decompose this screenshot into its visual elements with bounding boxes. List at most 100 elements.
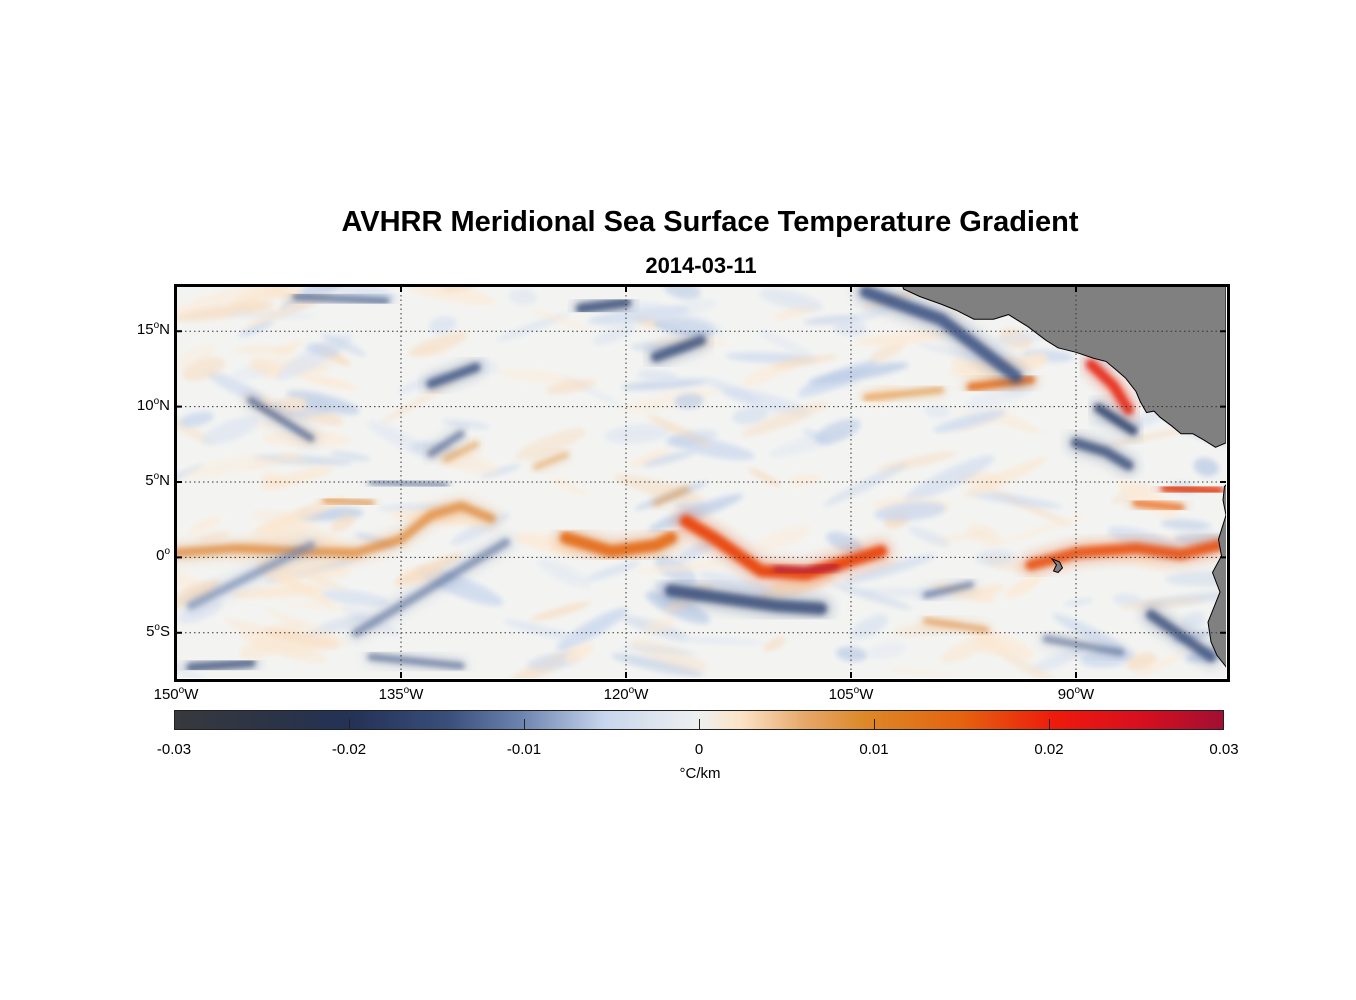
colorbar-tick-label: 0.01 — [859, 741, 889, 758]
texture-blob — [971, 583, 1005, 598]
texture-blob — [771, 354, 839, 369]
texture-blob — [286, 390, 360, 415]
texture-blob — [874, 501, 947, 522]
texture-blob — [636, 562, 724, 573]
colorbar-tick — [1049, 719, 1050, 729]
warm-front — [1086, 359, 1134, 415]
texture-blob — [238, 320, 274, 337]
texture-blob — [329, 451, 372, 461]
texture-blob — [497, 368, 580, 386]
texture-blob — [815, 418, 861, 444]
texture-blob — [276, 333, 353, 381]
texture-blob — [997, 513, 1090, 545]
texture-blob — [830, 583, 914, 610]
cold-front — [1042, 635, 1125, 656]
cold-front — [352, 538, 510, 637]
texture-blob — [610, 653, 704, 677]
texture-blob — [1004, 575, 1042, 599]
texture-blob — [1132, 653, 1184, 678]
longitude-label: 150oW — [153, 685, 199, 704]
cold-front — [367, 653, 465, 670]
texture-blob — [264, 523, 337, 544]
texture-blob — [537, 558, 591, 589]
texture-blob — [529, 601, 592, 621]
texture-blob — [698, 571, 773, 595]
texture-blob — [379, 380, 456, 425]
warm-front — [560, 531, 677, 558]
texture-blob — [664, 636, 766, 645]
cold-front — [247, 397, 315, 442]
colorbar-tick-label: 0 — [694, 741, 704, 758]
cold-front — [186, 658, 256, 672]
cold-front — [1071, 437, 1134, 471]
warm-front — [863, 387, 944, 401]
cold-front — [368, 479, 449, 488]
warm-front — [443, 441, 479, 463]
map-plot-area[interactable] — [176, 286, 1226, 678]
texture-blob — [176, 286, 265, 317]
texture-blob — [495, 312, 570, 342]
texture-blob — [788, 473, 821, 487]
texture-blob — [1160, 519, 1211, 531]
texture-blob — [393, 552, 463, 586]
map-subtitle-date: 2014-03-11 — [645, 253, 757, 278]
texture-blob — [428, 316, 457, 334]
texture-blob — [762, 636, 787, 652]
texture-blob — [868, 340, 905, 364]
cold-front — [187, 541, 315, 610]
texture-blob — [962, 457, 1048, 498]
central-america-land — [902, 286, 1226, 448]
colorbar-tick-label: -0.03 — [156, 741, 192, 758]
texture-blob — [545, 379, 597, 394]
texture-blob — [531, 309, 586, 329]
texture-blob — [966, 523, 1003, 547]
texture-blob — [277, 396, 308, 412]
texture-blob — [888, 667, 956, 678]
texture-blob — [665, 429, 718, 447]
warm-front — [176, 501, 496, 558]
texture-blob — [923, 404, 951, 418]
colorbar-tick-label: -0.02 — [331, 741, 367, 758]
texture-blob — [855, 330, 949, 346]
latitude-label: 5oS — [146, 621, 170, 640]
colorbar-tick — [699, 719, 700, 729]
texture-blob — [632, 301, 725, 336]
texture-blob — [225, 311, 317, 319]
texture-blob — [502, 619, 585, 643]
colorbar-tick-label: 0.02 — [1034, 741, 1064, 758]
texture-blob — [319, 589, 390, 607]
warm-front — [1161, 483, 1224, 496]
texture-blob — [822, 463, 908, 507]
latitude-label: 10oN — [136, 395, 170, 414]
colorbar-tick — [874, 719, 875, 729]
texture-blob — [548, 475, 590, 497]
cold-front — [426, 362, 481, 389]
warm-front — [322, 496, 375, 507]
texture-blob — [277, 600, 355, 612]
texture-blob — [643, 617, 676, 634]
texture-blob — [406, 286, 496, 305]
texture-blob — [702, 377, 761, 404]
texture-blob — [648, 494, 744, 531]
texture-blob — [259, 466, 335, 490]
texture-blob — [1182, 611, 1206, 631]
texture-blob — [564, 643, 594, 664]
longitude-label: 90oW — [1057, 685, 1095, 704]
texture-blob — [441, 419, 491, 430]
texture-blob — [176, 652, 213, 678]
texture-blob — [803, 315, 860, 325]
texture-blob — [995, 331, 1048, 345]
cold-front — [651, 335, 706, 362]
texture-blob — [294, 372, 359, 390]
graticule — [176, 286, 1226, 678]
texture-blob — [968, 491, 1063, 509]
texture-blob — [620, 645, 697, 655]
texture-blob — [1164, 570, 1226, 587]
texture-blob — [832, 320, 868, 337]
texture-blob — [306, 343, 339, 357]
texture-blob — [907, 526, 950, 547]
galapagos-island — [1050, 557, 1064, 574]
latitude-label: 15oN — [136, 320, 170, 339]
colorbar-tick-label: 0.03 — [1209, 741, 1239, 758]
texture-blob — [628, 448, 671, 468]
